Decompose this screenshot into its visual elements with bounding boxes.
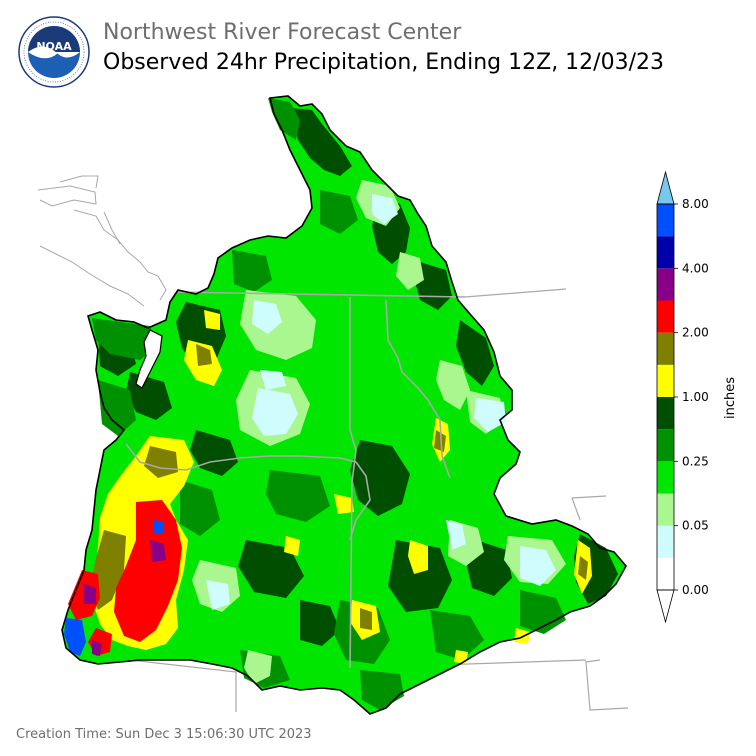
puget-sound (135, 329, 163, 389)
legend-tick-label: 1.00 (682, 390, 709, 404)
precip-medium-green (92, 98, 566, 710)
legend-tick-label: 4.00 (682, 261, 709, 275)
legend-swatch (657, 236, 674, 269)
coastline (37, 175, 167, 307)
noaa-logo-icon: NOAA (18, 16, 90, 88)
legend-swatch (657, 332, 674, 365)
legend-swatch (657, 300, 674, 333)
creation-time: Creation Time: Sun Dec 3 15:06:30 UTC 20… (16, 727, 312, 742)
precip-purple (84, 540, 166, 656)
product-title: Observed 24hr Precipitation, Ending 12Z,… (103, 50, 664, 75)
legend-tick-label: 8.00 (682, 197, 709, 211)
legend-over-arrow (656, 170, 675, 205)
legend-tick-label: 0.00 (682, 583, 709, 597)
legend-swatch (657, 461, 674, 494)
legend-units-label: inches (723, 377, 738, 419)
legend-swatch (657, 493, 674, 526)
legend-swatch (657, 557, 674, 590)
legend-swatch (657, 204, 674, 237)
legend-under-arrow (656, 589, 675, 624)
precip-blue (64, 520, 164, 656)
legend-swatch (657, 525, 674, 558)
legend-tick-label: 0.05 (682, 519, 709, 533)
legend-tick-label: 0.25 (682, 454, 709, 468)
legend-tick-label: 2.00 (682, 326, 709, 340)
precip-olive (90, 344, 588, 630)
internal-borders (125, 291, 466, 669)
legend-swatch (657, 429, 674, 462)
legend-swatch (657, 397, 674, 430)
legend-swatch (657, 364, 674, 397)
basin-outline (61, 95, 627, 715)
legend-swatch (657, 268, 674, 301)
precip-pale-cyan (206, 194, 556, 610)
agency-title: Northwest River Forecast Center (103, 20, 462, 45)
legend-colorbar: 0.00 0.05 0.25 1.00 2.00 4.00 8.00 (656, 170, 709, 624)
noaa-logo-text: NOAA (36, 40, 72, 53)
